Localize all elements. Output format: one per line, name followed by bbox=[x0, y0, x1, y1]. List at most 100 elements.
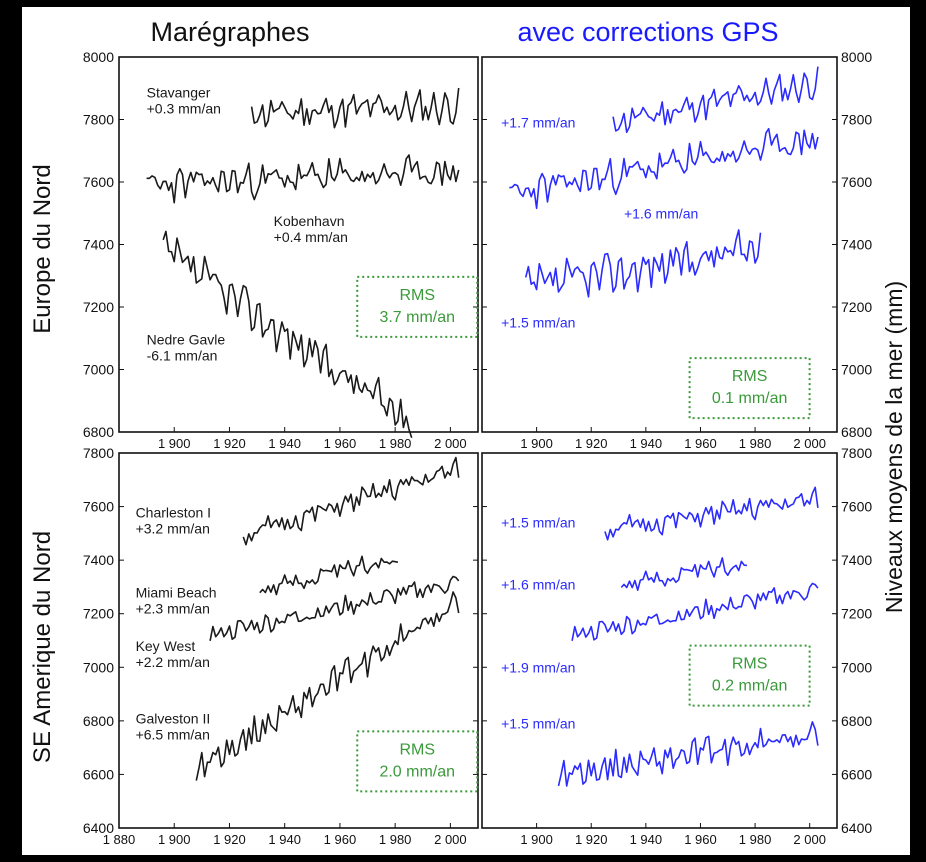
y-tick-label: 6400 bbox=[841, 820, 872, 836]
y-tick-label: 7800 bbox=[83, 445, 114, 461]
series-line bbox=[162, 230, 413, 439]
panels: 6800 7000 7200 7400 7600 7800 8000 1 900 1 920 1 … bbox=[83, 49, 873, 847]
series-line bbox=[571, 582, 819, 641]
y-tick-label: 7400 bbox=[83, 237, 114, 253]
x-tick-label: 1 900 bbox=[158, 436, 191, 451]
y-tick-label: 6800 bbox=[841, 424, 872, 440]
header-gps-corrections: avec corrections GPS bbox=[517, 17, 778, 47]
panel-tl: 6800 7000 7200 7400 7600 7800 8000 1 900 1 920 1 … bbox=[83, 49, 479, 451]
x-tick-label: 1 960 bbox=[324, 436, 357, 451]
rms-box bbox=[356, 730, 479, 793]
y-tick-label: 7200 bbox=[83, 299, 114, 315]
y-tick-label: 6800 bbox=[83, 424, 114, 440]
series-line bbox=[557, 721, 819, 787]
x-tick-label: 2 000 bbox=[793, 832, 826, 847]
y-tick-label: 7600 bbox=[83, 174, 114, 190]
y-tick-label: 8000 bbox=[83, 49, 114, 65]
row-label-se-america: SE Amerique du Nord bbox=[29, 531, 56, 763]
rms-box bbox=[356, 275, 479, 338]
y-tick-label: 6800 bbox=[841, 713, 872, 729]
series-rate: +1.7 mm/an bbox=[501, 115, 575, 131]
y-tick-label: 7800 bbox=[841, 112, 872, 128]
y-tick-label: 7600 bbox=[841, 499, 872, 515]
series-line bbox=[509, 127, 819, 210]
y-tick-label: 6600 bbox=[841, 766, 872, 782]
y-tick-label: 7800 bbox=[83, 112, 114, 128]
header-maregraphes: Marégraphes bbox=[150, 17, 309, 47]
right-axis-title: Niveaux moyens de la mer (mm) bbox=[881, 281, 907, 613]
y-tick-label: 7000 bbox=[83, 362, 114, 378]
rms-label: RMS bbox=[732, 656, 768, 673]
x-tick-label: 1 920 bbox=[213, 832, 246, 847]
series-rate: +3.2 mm/an bbox=[136, 520, 210, 536]
x-tick-label: 1 980 bbox=[739, 832, 772, 847]
panel-tr: 6800 7000 7200 7400 7600 7800 8000 1 900 1 920 1 … bbox=[481, 49, 872, 451]
rms-label: RMS bbox=[732, 368, 768, 385]
x-tick-label: 1 920 bbox=[575, 436, 608, 451]
y-tick-label: 7200 bbox=[83, 606, 114, 622]
x-tick-label: 1 940 bbox=[630, 436, 663, 451]
x-tick-label: 1 900 bbox=[520, 436, 553, 451]
x-tick-label: 2 000 bbox=[793, 436, 826, 451]
y-tick-label: 7600 bbox=[841, 174, 872, 190]
series-line bbox=[146, 154, 460, 204]
series-rate: +1.5 mm/an bbox=[501, 716, 575, 732]
y-tick-label: 7400 bbox=[83, 552, 114, 568]
y-tick-label: 6400 bbox=[83, 820, 114, 836]
row-label-europe: Europe du Nord bbox=[29, 164, 56, 333]
series-label: Kobenhavn bbox=[274, 213, 345, 229]
panel-br: 6400 6600 6800 7000 7200 7400 7600 7800 1 900 1 9… bbox=[481, 445, 872, 847]
series-rate: +1.5 mm/an bbox=[501, 515, 575, 531]
y-tick-label: 7600 bbox=[83, 499, 114, 515]
rms-value: 2.0 mm/an bbox=[379, 763, 455, 780]
series-rate: +2.2 mm/an bbox=[136, 654, 210, 670]
sea-level-figure: Marégraphes avec corrections GPS Europe … bbox=[29, 17, 907, 847]
series-line bbox=[250, 87, 460, 129]
series-rate: +1.6 mm/an bbox=[501, 576, 575, 592]
series-rate: -6.1 mm/an bbox=[147, 348, 218, 364]
panel-border bbox=[481, 452, 838, 829]
series-line bbox=[524, 229, 762, 298]
x-tick-label: 1 920 bbox=[575, 832, 608, 847]
x-tick-label: 1 880 bbox=[103, 832, 136, 847]
series-rate: +1.9 mm/an bbox=[501, 659, 575, 675]
series-line bbox=[209, 575, 460, 641]
x-tick-label: 1 960 bbox=[324, 832, 357, 847]
y-tick-label: 8000 bbox=[841, 49, 872, 65]
x-tick-label: 1 940 bbox=[268, 832, 301, 847]
series-label: Nedre Gavle bbox=[147, 332, 226, 348]
figure-canvas: Marégraphes avec corrections GPS Europe … bbox=[22, 7, 910, 855]
series-rate: +1.6 mm/an bbox=[624, 205, 698, 221]
rms-value: 0.2 mm/an bbox=[712, 678, 788, 695]
x-tick-label: 1 900 bbox=[520, 832, 553, 847]
series-label: Galveston II bbox=[136, 711, 211, 727]
y-tick-label: 7200 bbox=[841, 606, 872, 622]
series-label: Stavanger bbox=[147, 85, 211, 101]
rms-box bbox=[688, 357, 811, 420]
x-tick-label: 2 000 bbox=[434, 436, 467, 451]
series-label: Charleston I bbox=[136, 504, 211, 520]
rms-value: 0.1 mm/an bbox=[712, 390, 788, 407]
x-tick-label: 1 980 bbox=[379, 436, 412, 451]
x-tick-label: 2 000 bbox=[434, 832, 467, 847]
series-rate: +6.5 mm/an bbox=[136, 727, 210, 743]
y-tick-label: 6600 bbox=[83, 766, 114, 782]
series-rate: +1.5 mm/an bbox=[501, 315, 575, 331]
series-label: Miami Beach bbox=[136, 585, 217, 601]
series-label: Key West bbox=[136, 638, 196, 654]
series-line bbox=[259, 555, 399, 596]
panel-bl: 6400 6600 6800 7000 7200 7400 7600 7800 1 880 1 9… bbox=[83, 445, 479, 847]
series-line bbox=[604, 486, 819, 541]
series-rate: +0.3 mm/an bbox=[147, 101, 221, 117]
x-tick-label: 1 940 bbox=[268, 436, 301, 451]
rms-value: 3.7 mm/an bbox=[379, 309, 455, 326]
y-tick-label: 7000 bbox=[841, 362, 872, 378]
y-tick-label: 7400 bbox=[841, 237, 872, 253]
y-tick-label: 7000 bbox=[841, 659, 872, 675]
y-tick-label: 7000 bbox=[83, 659, 114, 675]
rms-label: RMS bbox=[399, 287, 435, 304]
series-line bbox=[195, 591, 460, 781]
x-tick-label: 1 920 bbox=[213, 436, 246, 451]
rms-label: RMS bbox=[399, 741, 435, 758]
